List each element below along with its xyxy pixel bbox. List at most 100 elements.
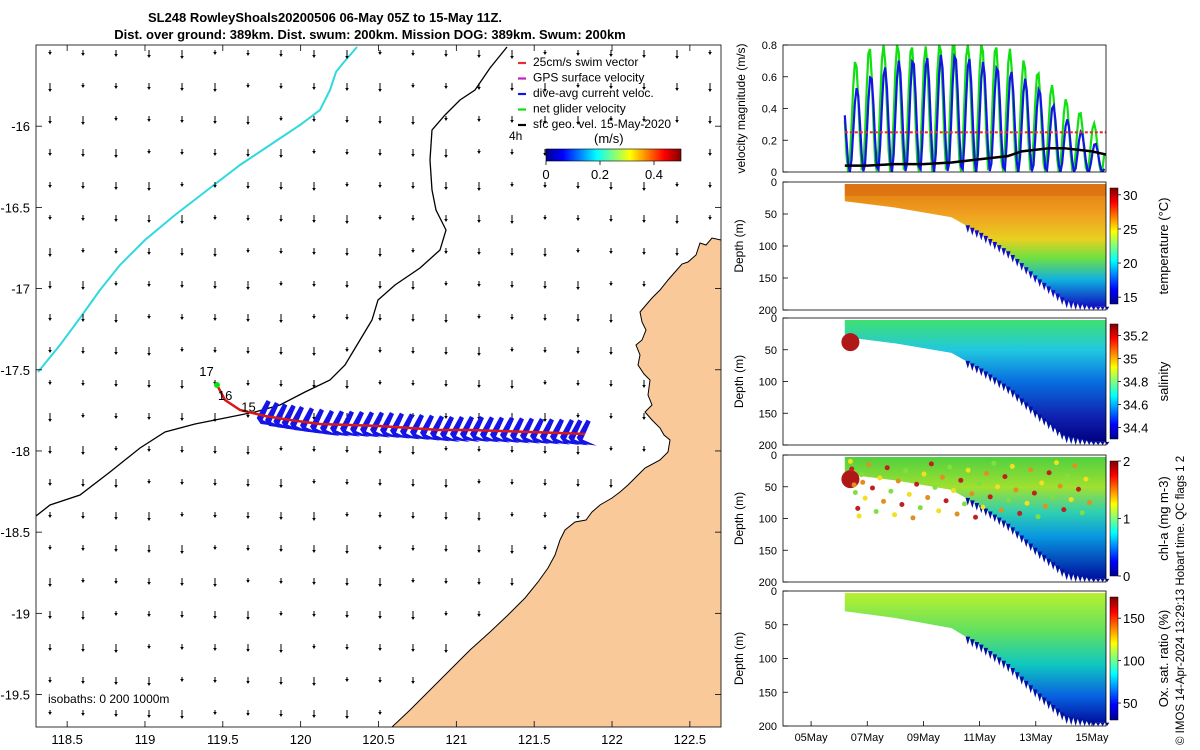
- current-vector-head: [279, 613, 283, 616]
- current-vector-head: [81, 186, 85, 189]
- current-vector-head: [642, 220, 646, 223]
- dive-avg-arrow: [576, 419, 597, 446]
- current-vector-head: [114, 283, 118, 286]
- current-vector-head: [213, 515, 217, 518]
- section-fill: [844, 320, 1106, 442]
- current-vector-head: [246, 383, 250, 386]
- current-vector-head: [609, 283, 613, 286]
- current-vector-head: [543, 89, 547, 92]
- current-vector-head: [213, 712, 217, 715]
- current-vector-head: [411, 85, 415, 88]
- dive-avg-arrow: [290, 406, 310, 432]
- section-profile-tooth: [1014, 531, 1020, 540]
- current-vector-head: [378, 515, 382, 518]
- section-profile-tooth: [1100, 722, 1105, 726]
- current-vector-head: [444, 219, 448, 222]
- map-axis-ticks: 118.5 119 119.5 120 120.5 121 121.5 122 122.5 -16…: [0, 45, 721, 747]
- current-vector-head: [180, 120, 184, 123]
- section-profile-tooth: [1095, 578, 1101, 582]
- panel-frame: [782, 44, 1107, 173]
- current-vector-head: [444, 320, 448, 323]
- current-vector-head: [81, 218, 85, 221]
- chl-sample: [847, 458, 853, 464]
- current-vector-head: [81, 548, 85, 551]
- current-vector-head: [345, 221, 349, 224]
- current-vector-head: [609, 320, 613, 323]
- chl-sample: [995, 484, 1001, 490]
- current-vector-head: [279, 650, 283, 653]
- current-vector-head: [345, 716, 349, 719]
- current-vector-head: [147, 353, 151, 356]
- section-profile-tooth: [1037, 693, 1042, 702]
- panel-frame: [782, 590, 1107, 727]
- current-vector-head: [147, 188, 151, 191]
- current-vector-head: [345, 615, 349, 618]
- section-profile-tooth: [1100, 578, 1105, 582]
- current-vector-head: [609, 118, 613, 121]
- current-vector-head: [114, 581, 118, 584]
- current-vector-head: [576, 484, 580, 487]
- current-vector-head: [378, 547, 382, 550]
- current-vector-head: [213, 121, 217, 124]
- chl-sample: [914, 481, 920, 487]
- dive-avg-arrow: [390, 412, 410, 439]
- current-vector-head: [444, 485, 448, 488]
- current-vector-head: [510, 56, 514, 59]
- date-tick-label: 15May: [1075, 732, 1109, 744]
- current-vector-head: [708, 121, 712, 124]
- section-profile-tooth: [970, 227, 975, 236]
- current-vector-head: [708, 52, 712, 55]
- current-vector-head: [81, 250, 85, 253]
- current-vector-head: [510, 317, 514, 320]
- current-vector-head: [411, 319, 415, 322]
- section-profile-tooth: [1019, 676, 1024, 685]
- current-vector-head: [378, 680, 382, 683]
- current-vector-head: [48, 217, 52, 220]
- current-vector-head: [411, 484, 415, 487]
- section-profile-tooth: [988, 238, 993, 247]
- ytick-label: 200: [759, 577, 777, 589]
- section-profile-tooth: [1077, 303, 1083, 310]
- current-vector-head: [345, 679, 349, 682]
- map-xtick-label: 122.5: [674, 732, 707, 747]
- dive-avg-arrow: [540, 418, 560, 445]
- current-vector-head: [81, 53, 85, 56]
- chl-sample: [866, 462, 872, 468]
- map-ytick-label: -18: [11, 444, 30, 459]
- dive-avg-arrow: [420, 414, 440, 441]
- chl-sample: [1017, 510, 1023, 516]
- current-vector-head: [576, 122, 580, 125]
- section-profile-tooth: [1019, 535, 1024, 544]
- current-vector-head: [378, 382, 382, 385]
- dive-avg-arrow: [320, 410, 340, 436]
- chl-sample: [973, 514, 979, 520]
- current-vector-head: [114, 352, 118, 355]
- current-vector-head: [378, 318, 382, 321]
- current-vector-head: [378, 185, 382, 188]
- ytick-label: 0: [771, 586, 777, 598]
- current-vector-head: [81, 580, 85, 583]
- current-vector-head: [477, 188, 481, 191]
- current-vector-head: [312, 220, 316, 223]
- current-vector-head: [411, 649, 415, 652]
- chl-sample: [910, 515, 916, 521]
- chl-sample: [873, 509, 879, 515]
- current-vector-head: [312, 481, 316, 484]
- current-vector-head: [48, 318, 52, 321]
- current-vector-head: [312, 385, 316, 388]
- chl-sample: [1042, 503, 1048, 509]
- dive-avg-arrow: [510, 417, 530, 444]
- section-profile-tooth: [1037, 279, 1042, 288]
- section-profile-tooth: [1064, 572, 1069, 581]
- current-vector-head: [246, 548, 250, 551]
- section-profile-tooth: [983, 371, 989, 380]
- dive-avg-arrow: [440, 416, 460, 442]
- map-legend: 25cm/s swim vector GPS surface velocitydi…: [518, 55, 671, 131]
- current-vector-head: [147, 417, 151, 420]
- section-profile-tooth: [979, 644, 984, 653]
- current-vector-head: [345, 647, 349, 650]
- current-vector-head: [81, 713, 85, 716]
- current-vector-head: [312, 449, 316, 452]
- current-vector-head: [147, 55, 151, 58]
- section-profile-tooth: [1010, 254, 1015, 263]
